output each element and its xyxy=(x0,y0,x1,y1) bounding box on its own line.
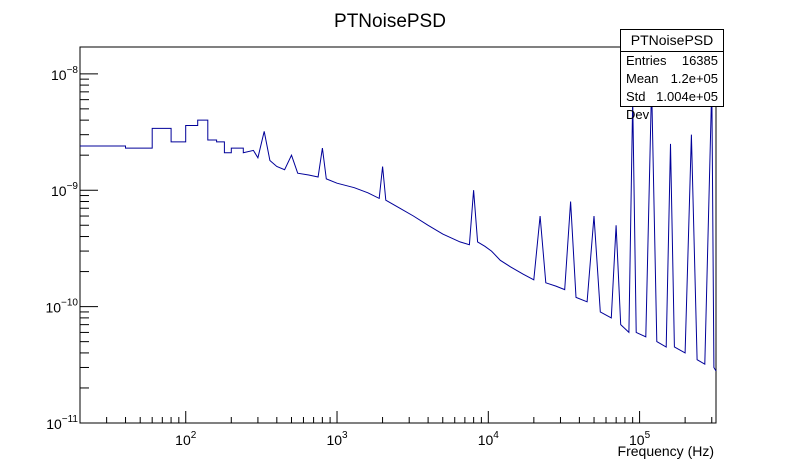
stats-label: Entries xyxy=(626,53,667,68)
axis-ticks xyxy=(79,73,713,424)
stats-label: Std Dev xyxy=(626,89,650,122)
stats-row-stddev: Std Dev 1.004e+05 xyxy=(621,88,723,122)
stats-box: PTNoisePSD Entries 16385 Mean 1.2e+05 St… xyxy=(620,29,724,122)
y-tick-label: 10−9 xyxy=(51,181,78,199)
chart-title: PTNoisePSD xyxy=(334,11,446,32)
axis-tick-labels: 102 103 104 105 10−11 10−10 10−9 10−8 xyxy=(45,65,650,448)
x-tick-label: 102 xyxy=(175,430,197,448)
stats-row-entries: Entries 16385 xyxy=(621,52,723,70)
y-tick-label: 10−10 xyxy=(45,298,78,316)
stats-row-mean: Mean 1.2e+05 xyxy=(621,70,723,88)
plot-frame xyxy=(79,46,717,424)
psd-series-line xyxy=(80,85,717,372)
x-tick-label: 105 xyxy=(629,430,651,448)
x-axis-label: Frequency (Hz) xyxy=(618,443,714,459)
stats-value: 16385 xyxy=(681,53,718,68)
y-tick-label: 10−8 xyxy=(51,65,78,83)
y-tick-label: 10−11 xyxy=(46,414,78,432)
stats-value: 1.2e+05 xyxy=(670,71,718,86)
x-tick-label: 104 xyxy=(478,430,500,448)
stats-title: PTNoisePSD xyxy=(621,30,723,52)
stats-label: Mean xyxy=(626,71,659,86)
stats-value: 1.004e+05 xyxy=(656,89,718,104)
x-tick-label: 103 xyxy=(326,430,348,448)
